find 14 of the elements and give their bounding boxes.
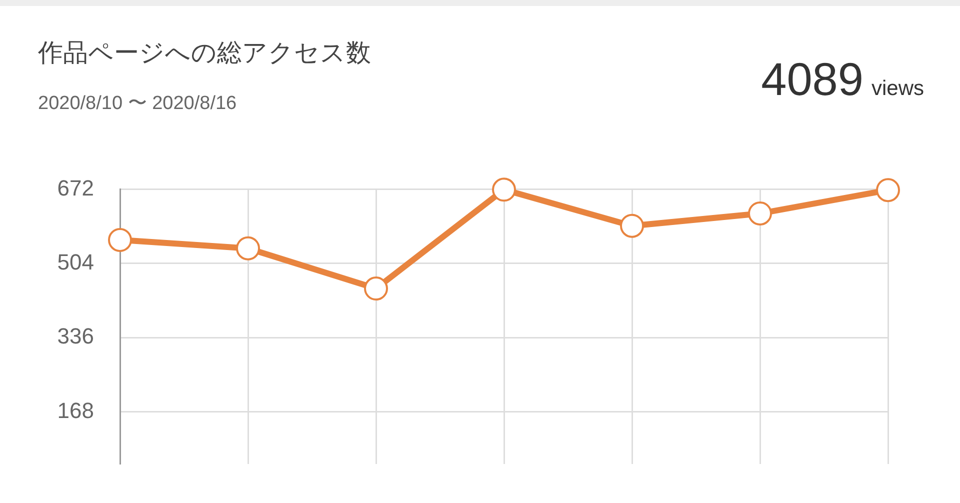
- point: [236, 236, 260, 260]
- point: [748, 201, 772, 226]
- y-tick-label: 336: [57, 324, 94, 349]
- text: 4089 views: [761, 53, 924, 105]
- point: [108, 228, 132, 252]
- point: [620, 214, 644, 238]
- point: [876, 178, 900, 202]
- y-tick-label: 672: [57, 175, 94, 200]
- point: [364, 276, 388, 301]
- y-tick-label: 168: [57, 398, 94, 423]
- point: [492, 178, 516, 202]
- chart-subtitle: 2020/8/10 〜 2020/8/16: [38, 92, 237, 116]
- y-tick-label: 504: [57, 249, 94, 274]
- chart-title: 作品ページへの総アクセス数: [38, 37, 371, 69]
